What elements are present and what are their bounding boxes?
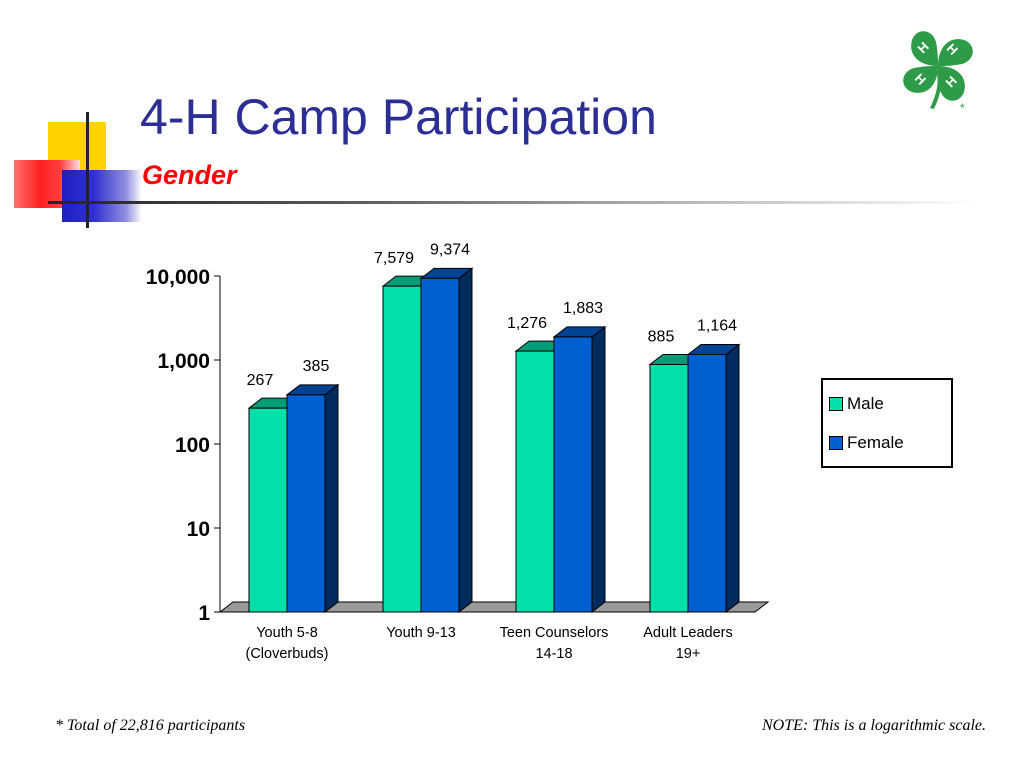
chart-legend: Male Female — [821, 378, 953, 468]
legend-swatch-male — [829, 397, 843, 411]
x-tick-label: Adult Leaders — [643, 625, 732, 641]
deco-blue-block — [62, 170, 142, 222]
legend-item-female: Female — [829, 433, 904, 453]
bar-female — [687, 353, 727, 613]
bar-male — [382, 285, 422, 613]
data-label: 267 — [247, 372, 274, 389]
data-label: 385 — [303, 358, 330, 375]
bar-male — [649, 363, 689, 613]
slide-title: 4-H Camp Participation — [140, 89, 657, 145]
legend-swatch-female — [829, 436, 843, 450]
title-rule — [48, 201, 978, 204]
data-label: 7,579 — [374, 250, 414, 267]
legend-label-male: Male — [847, 394, 884, 413]
data-label: 1,883 — [563, 300, 603, 317]
bar-female — [553, 336, 593, 613]
bar-female — [286, 394, 326, 613]
deco-vertical-line — [86, 112, 89, 228]
footnote-total: * Total of 22,816 participants — [55, 717, 246, 734]
x-tick-label: 19+ — [676, 646, 701, 662]
legend-label-female: Female — [847, 433, 904, 452]
bar-side-female — [725, 343, 740, 614]
y-tick-label: 1 — [198, 602, 210, 625]
bar-side-female — [458, 267, 473, 614]
x-tick-label: Youth 5-8 — [256, 625, 318, 641]
x-tick-label: Teen Counselors — [500, 625, 609, 641]
y-tick-label: 1,000 — [157, 350, 210, 373]
x-tick-label: Youth 9-13 — [386, 625, 456, 641]
y-tick-label: 10,000 — [146, 266, 210, 289]
y-tick-label: 10 — [187, 518, 210, 541]
bar-female — [420, 277, 460, 613]
data-label: 1,276 — [507, 315, 547, 332]
bar-side-female — [591, 325, 606, 614]
logo-mark: * — [960, 101, 965, 112]
x-tick-label: (Cloverbuds) — [246, 646, 329, 662]
slide-subtitle: Gender — [142, 160, 237, 190]
y-tick-label: 100 — [175, 434, 210, 457]
data-label: 9,374 — [430, 241, 470, 258]
bar-male — [515, 350, 555, 613]
bar-side-female — [324, 383, 339, 614]
legend-item-male: Male — [829, 394, 884, 414]
data-label: 885 — [648, 328, 675, 345]
footnote-log-note: NOTE: This is a logarithmic scale. — [761, 717, 986, 734]
bar-male — [248, 407, 288, 613]
x-tick-label: 14-18 — [535, 646, 572, 662]
clover-logo-icon: H H H H * — [903, 31, 973, 112]
data-label: 1,164 — [697, 317, 737, 334]
